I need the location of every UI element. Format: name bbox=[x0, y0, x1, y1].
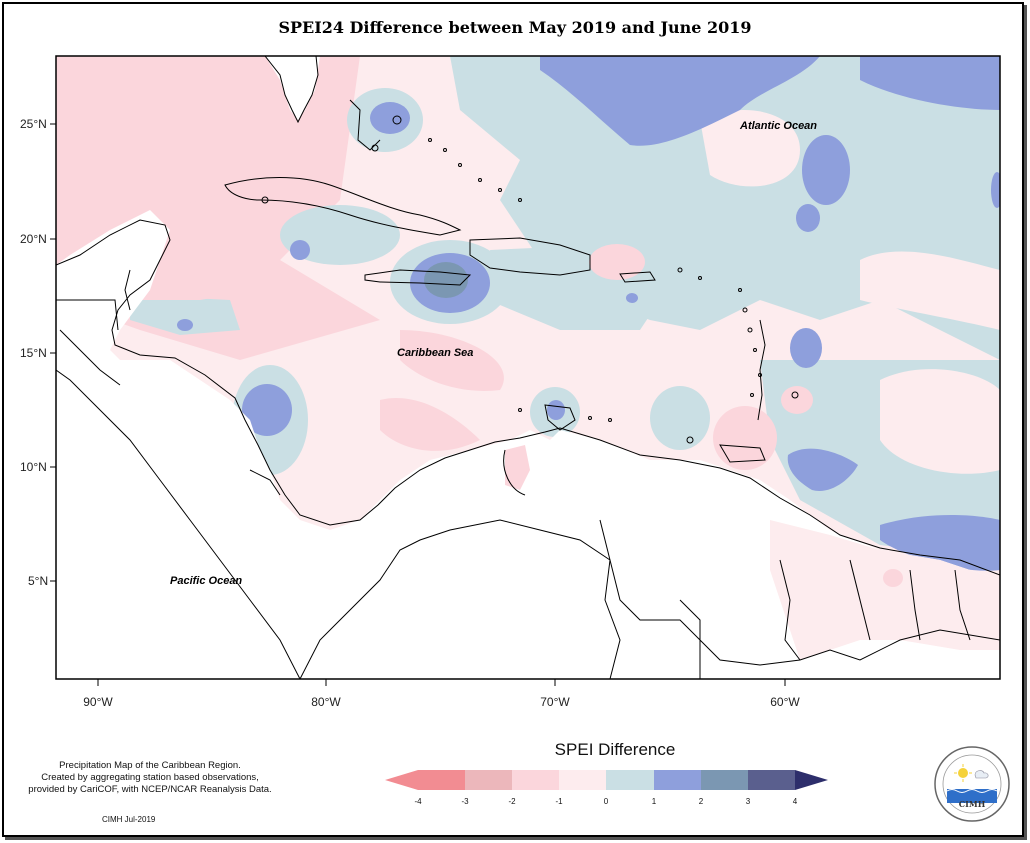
lat-label-20n: 20°N bbox=[20, 232, 47, 246]
lon-label-60w: 60°W bbox=[770, 695, 800, 709]
credit-line-3: provided by CariCOF, with NCEP/NCAR Rean… bbox=[28, 784, 272, 795]
credit-date: CIMH Jul-2019 bbox=[102, 815, 156, 824]
credit-line-1: Precipitation Map of the Caribbean Regio… bbox=[59, 760, 241, 771]
axis-ticks bbox=[50, 123, 786, 686]
cimh-logo-icon bbox=[934, 746, 1010, 822]
legend-tick: 4 bbox=[792, 797, 798, 806]
map-title: SPEI24 Difference between May 2019 and J… bbox=[278, 18, 752, 37]
island-marks bbox=[261, 115, 799, 444]
legend-tick: 2 bbox=[698, 797, 704, 806]
legend-tick: 3 bbox=[745, 797, 751, 806]
legend-tick: 1 bbox=[651, 797, 657, 806]
lon-label-80w: 80°W bbox=[311, 695, 341, 709]
legend-tick: -2 bbox=[508, 797, 516, 806]
legend-tick: -4 bbox=[414, 797, 422, 806]
cimh-logo-text: CIMH bbox=[958, 799, 986, 809]
credit-text: Precipitation Map of the Caribbean Regio… bbox=[5, 760, 295, 796]
legend-tick: -1 bbox=[555, 797, 563, 806]
lat-label-5n: 5°N bbox=[28, 574, 49, 588]
legend-title: SPEI Difference bbox=[554, 740, 676, 759]
legend-tick: 0 bbox=[603, 797, 609, 806]
credit-line-2: Created by aggregating station based obs… bbox=[41, 772, 259, 783]
lon-label-70w: 70°W bbox=[540, 695, 570, 709]
atlantic-ocean-label: Atlantic Ocean bbox=[740, 120, 818, 132]
spei-field bbox=[56, 56, 1000, 679]
lat-label-25n: 25°N bbox=[20, 117, 47, 131]
legend-colorbar bbox=[385, 770, 828, 790]
lon-label-90w: 90°W bbox=[83, 695, 113, 709]
caribbean-sea-label: Caribbean Sea bbox=[397, 347, 474, 359]
coastlines bbox=[56, 56, 1000, 679]
pacific-ocean-label: Pacific Ocean bbox=[170, 575, 243, 587]
lat-label-15n: 15°N bbox=[20, 346, 47, 360]
legend-tick: -3 bbox=[461, 797, 469, 806]
lat-label-10n: 10°N bbox=[20, 460, 47, 474]
map-border bbox=[55, 55, 1001, 680]
